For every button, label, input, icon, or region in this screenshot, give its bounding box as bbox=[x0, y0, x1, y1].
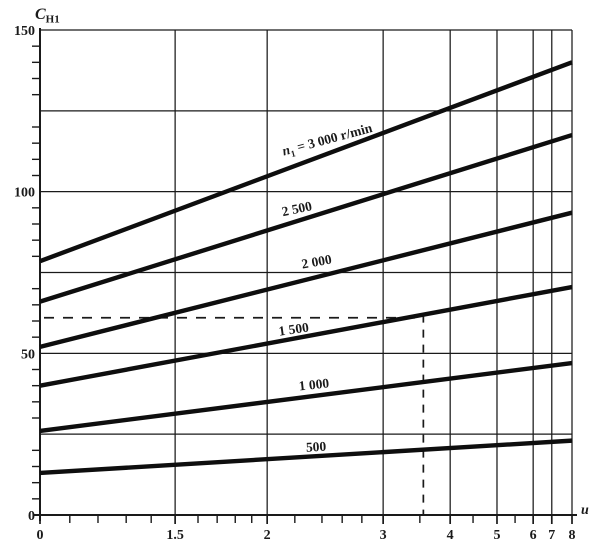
series-label-n1500-part: 1 500 bbox=[278, 320, 310, 339]
y-tick-label-100: 100 bbox=[14, 186, 35, 201]
y-tick-label-50: 50 bbox=[21, 347, 35, 362]
series-line-n500 bbox=[39, 438, 573, 476]
x-tick-label-5: 5 bbox=[493, 528, 500, 543]
x-tick-label-2: 2 bbox=[264, 528, 271, 543]
x-tick-label-8-part: 8 bbox=[569, 528, 576, 543]
series-line-n1500 bbox=[39, 284, 573, 388]
y-tick-label-150-part: 150 bbox=[14, 24, 35, 39]
x-axis-title-part: u bbox=[581, 503, 589, 518]
series-label-n500: 500 bbox=[306, 439, 327, 455]
series-label-n2500-part: 2 500 bbox=[280, 198, 313, 219]
series-line-n2500 bbox=[39, 132, 573, 304]
x-tick-label-2-part: 2 bbox=[264, 528, 271, 543]
x-tick-label-8: 8 bbox=[569, 528, 576, 543]
y-tick-label-150: 150 bbox=[14, 24, 35, 39]
series-label-n1000: 1 000 bbox=[298, 375, 330, 393]
series-label-n1000-part: 1 000 bbox=[298, 375, 330, 393]
series-label-n3000-part: n bbox=[281, 142, 292, 158]
x-tick-label-5-part: 5 bbox=[493, 528, 500, 543]
series-label-n500-part: 500 bbox=[306, 439, 327, 455]
x-tick-label-6-part: 6 bbox=[530, 528, 537, 543]
y-axis-title-part: C bbox=[35, 6, 46, 23]
x-tick-label-4: 4 bbox=[447, 528, 454, 543]
x-tick-label-7: 7 bbox=[548, 528, 555, 543]
x-tick-label-0: 0 bbox=[37, 528, 44, 543]
x-tick-label-3: 3 bbox=[380, 528, 387, 543]
y-tick-label-50-part: 50 bbox=[21, 347, 35, 362]
series-label-n3000-part: 1 bbox=[290, 148, 297, 159]
y-axis-title: CH1 bbox=[35, 6, 60, 26]
y-axis-title-part: H1 bbox=[46, 14, 60, 26]
series-line-n2000 bbox=[39, 210, 573, 349]
series-label-n2000-part: 2 000 bbox=[300, 252, 333, 272]
series-label-n2500: 2 500 bbox=[280, 198, 313, 219]
series-line-n3000 bbox=[39, 60, 573, 264]
x-tick-label-4-part: 4 bbox=[447, 528, 454, 543]
x-tick-label-1.5-part: 1.5 bbox=[166, 528, 184, 543]
y-tick-label-0: 0 bbox=[28, 509, 35, 524]
x-axis-title: u bbox=[581, 503, 589, 518]
series-line-n1000 bbox=[39, 360, 573, 434]
x-tick-label-3-part: 3 bbox=[380, 528, 387, 543]
x-tick-label-1.5: 1.5 bbox=[166, 528, 184, 543]
series-label-n1500: 1 500 bbox=[278, 320, 310, 339]
x-tick-label-7-part: 7 bbox=[548, 528, 555, 543]
x-tick-label-0-part: 0 bbox=[37, 528, 44, 543]
series-label-n2000: 2 000 bbox=[300, 252, 333, 272]
y-tick-label-0-part: 0 bbox=[28, 509, 35, 524]
x-tick-label-6: 6 bbox=[530, 528, 537, 543]
y-tick-label-100-part: 100 bbox=[14, 186, 35, 201]
